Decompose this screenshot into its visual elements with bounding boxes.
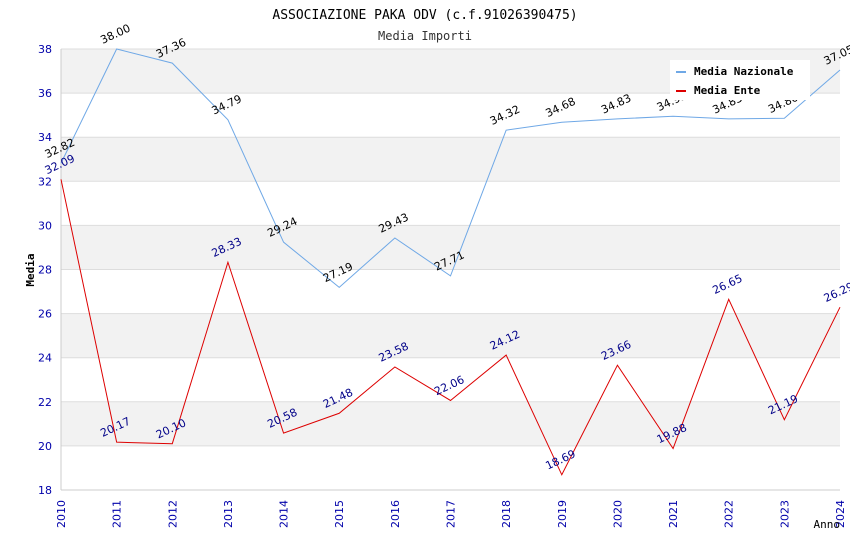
- axes: [60, 49, 840, 491]
- plot-band: [61, 313, 840, 358]
- series-line-media-nazionale: [60, 48, 841, 289]
- x-tick-label: 2020: [611, 500, 624, 528]
- y-tick-labels: 18 20 22 24 26 28 30 32 34 36 38: [38, 43, 52, 497]
- y-tick-label: 32: [38, 175, 52, 188]
- series-line-media-ente: [60, 179, 841, 476]
- x-tick-label: 2012: [166, 500, 179, 528]
- x-tick-label: 2018: [500, 500, 513, 528]
- x-tick-labels: 2010 2011 2012 2013 2014 2015 2016 2017 2018 2019…: [55, 500, 847, 528]
- y-tick-label: 22: [38, 396, 52, 409]
- y-tick-label: 20: [38, 440, 52, 453]
- chart-title: ASSOCIAZIONE PAKA ODV (c.f.91026390475): [272, 8, 577, 23]
- data-label: 34.79: [210, 92, 244, 117]
- data-label: 34.68: [544, 95, 578, 120]
- y-tick-label: 34: [38, 131, 52, 144]
- y-axis-label: Media: [24, 253, 37, 286]
- x-tick-label: 2011: [111, 500, 124, 528]
- legend-label-media-nazionale: Media Nazionale: [694, 65, 794, 78]
- y-tick-label: 28: [38, 264, 52, 277]
- y-tick-label: 38: [38, 43, 52, 56]
- x-tick-label: 2019: [556, 500, 569, 528]
- data-label: 18.69: [544, 447, 578, 472]
- x-axis-label: Anno: [814, 518, 841, 531]
- legend-label-media-ente: Media Ente: [694, 84, 761, 97]
- data-label: 22.06: [432, 373, 466, 398]
- x-tick-label: 2015: [333, 500, 346, 528]
- x-tick-label: 2010: [55, 500, 68, 528]
- x-tick-label: 2017: [445, 500, 458, 528]
- series-lines: [60, 48, 841, 476]
- y-tick-label: 36: [38, 87, 52, 100]
- x-tick-label: 2021: [667, 500, 680, 528]
- y-tick-label: 30: [38, 219, 52, 232]
- x-tick-label: 2022: [723, 500, 736, 528]
- x-tick-label: 2024: [834, 500, 847, 528]
- grid-lines: [61, 48, 840, 491]
- legend-box: [670, 60, 810, 100]
- plot-band: [61, 137, 840, 182]
- plot-background-bands: [61, 49, 840, 446]
- y-tick-label: 24: [38, 352, 52, 365]
- x-tick-label: 2013: [222, 500, 235, 528]
- y-tick-label: 26: [38, 308, 52, 321]
- chart-subtitle: Media Importi: [378, 29, 472, 43]
- x-tick-label: 2014: [278, 500, 291, 528]
- data-label: 34.32: [488, 103, 522, 128]
- legend: Media Nazionale Media Ente: [670, 60, 810, 100]
- plot-band: [61, 401, 840, 446]
- y-tick-label: 18: [38, 484, 52, 497]
- x-tick-label: 2016: [389, 500, 402, 528]
- data-label: 26.29: [822, 280, 850, 305]
- data-label: 38.00: [98, 22, 132, 47]
- x-tick-label: 2023: [778, 500, 791, 528]
- data-label: 34.83: [599, 92, 633, 117]
- data-label: 26.65: [710, 272, 744, 297]
- plot-band: [61, 225, 840, 270]
